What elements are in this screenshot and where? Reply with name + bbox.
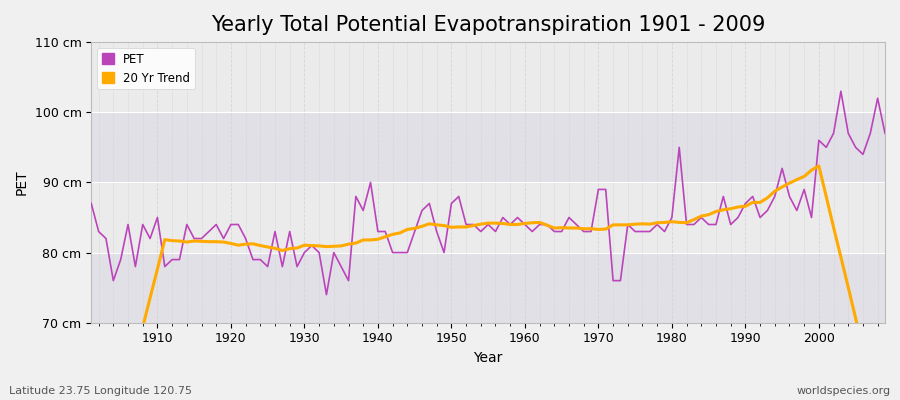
Text: worldspecies.org: worldspecies.org (796, 386, 891, 396)
X-axis label: Year: Year (473, 351, 503, 365)
PET (358, 208, 369, 213)
Y-axis label: PET: PET (15, 170, 29, 195)
PET (321, 292, 332, 297)
PET (145, 236, 156, 241)
Line: PET: PET (91, 91, 885, 295)
PET (835, 89, 846, 94)
20 Yr Trend (512, 222, 523, 227)
Bar (91, 252, 885, 323)
20 Yr Trend (306, 243, 317, 248)
Legend: PET, 20 Yr Trend: PET, 20 Yr Trend (97, 48, 195, 89)
PET (879, 131, 890, 136)
20 Yr Trend (145, 296, 156, 300)
PET (615, 278, 626, 283)
20 Yr Trend (519, 221, 530, 226)
Line: 20 Yr Trend: 20 Yr Trend (91, 166, 885, 400)
Bar (91, 42, 885, 112)
Bar (91, 182, 885, 252)
Bar (91, 112, 885, 182)
20 Yr Trend (350, 241, 361, 246)
PET (519, 222, 530, 227)
Title: Yearly Total Potential Evapotranspiration 1901 - 2009: Yearly Total Potential Evapotranspiratio… (211, 15, 765, 35)
Text: Latitude 23.75 Longitude 120.75: Latitude 23.75 Longitude 120.75 (9, 386, 192, 396)
20 Yr Trend (608, 222, 618, 227)
PET (526, 229, 537, 234)
PET (86, 201, 96, 206)
PET (306, 243, 317, 248)
20 Yr Trend (814, 164, 824, 168)
